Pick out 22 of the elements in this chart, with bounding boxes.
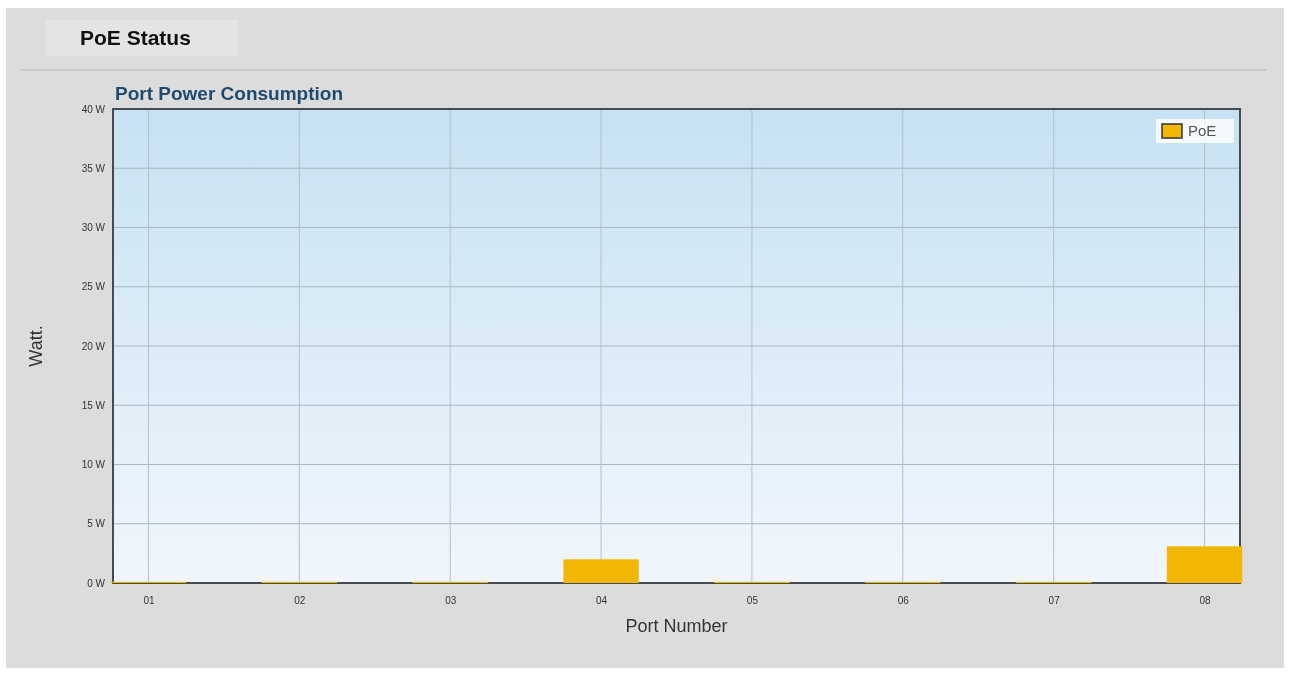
y-tick-label: 30 W [81, 222, 106, 234]
x-tick-label: 06 [897, 595, 910, 607]
y-tick-label: 20 W [81, 340, 106, 352]
y-tick-label: 35 W [81, 162, 106, 174]
x-axis-title: Port Number [625, 616, 728, 636]
y-axis-title: Watt. [26, 325, 46, 367]
x-tick-label: 07 [1048, 595, 1061, 607]
y-tick-label: 10 W [81, 459, 106, 471]
y-tick-label: 25 W [81, 281, 106, 293]
x-tick-label: 04 [596, 595, 608, 607]
y-tick-label: 40 W [81, 103, 106, 115]
x-tick-label: 05 [746, 595, 759, 607]
chart-subtitle: PoE Status [80, 26, 191, 49]
legend-label: PoE [1188, 122, 1217, 139]
x-tick-label: 01 [143, 595, 155, 607]
x-tick-label: 02 [294, 595, 306, 607]
y-tick-label: 15 W [81, 399, 106, 411]
y-tick-label: 0 W [87, 577, 106, 589]
y-tick-label: 5 W [87, 518, 106, 530]
x-tick-label: 08 [1199, 595, 1212, 607]
x-tick-label: 03 [445, 595, 457, 607]
chart-title: Port Power Consumption [115, 83, 343, 104]
